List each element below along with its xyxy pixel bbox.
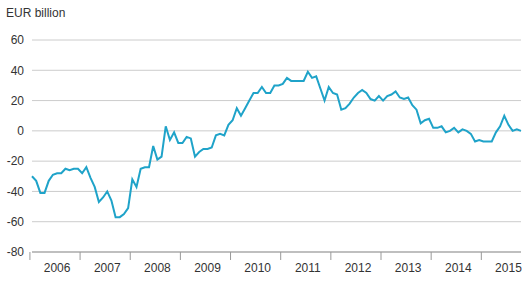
svg-text:-40: -40 [8, 185, 24, 199]
html-text:EUR billion: EUR billion [6, 6, 66, 20]
svg-text:40: 40 [11, 64, 25, 78]
svg-text:20: 20 [11, 94, 25, 108]
svg-text:-80: -80 [8, 245, 24, 259]
svg-text:-20: -20 [8, 154, 24, 168]
svg-text:2009: 2009 [194, 261, 221, 275]
svg-text:2012: 2012 [345, 261, 372, 275]
svg-text:60: 60 [11, 33, 25, 47]
svg-text:2007: 2007 [94, 261, 121, 275]
svg-text:2011: 2011 [295, 261, 321, 275]
svg-text:2014: 2014 [445, 261, 472, 275]
svg-text:2013: 2013 [395, 261, 422, 275]
svg-text:2008: 2008 [144, 261, 171, 275]
svg-text:2010: 2010 [244, 261, 271, 275]
svg-text:2015: 2015 [495, 261, 521, 275]
svg-text:0: 0 [17, 124, 24, 138]
svg-text:2006: 2006 [44, 261, 71, 275]
svg-text:-60: -60 [8, 215, 24, 229]
